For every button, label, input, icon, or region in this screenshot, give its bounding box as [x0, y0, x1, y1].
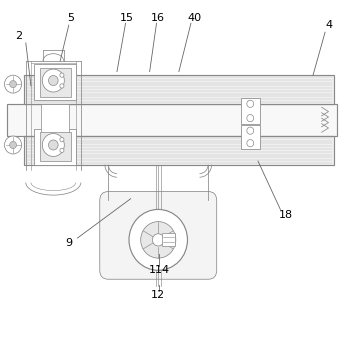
Circle shape: [4, 75, 22, 93]
Bar: [241, 125, 260, 149]
Circle shape: [49, 140, 58, 150]
Bar: [41, 104, 69, 136]
Circle shape: [247, 140, 254, 147]
Bar: [24, 75, 334, 104]
Bar: [162, 233, 175, 246]
Circle shape: [141, 222, 176, 258]
Bar: [40, 132, 71, 161]
Circle shape: [10, 81, 17, 88]
Text: 18: 18: [278, 210, 293, 220]
Text: 4: 4: [325, 20, 332, 30]
Circle shape: [60, 148, 64, 153]
Text: 9: 9: [65, 238, 72, 248]
Circle shape: [247, 100, 254, 107]
Text: 15: 15: [120, 13, 134, 23]
Text: 40: 40: [187, 13, 202, 23]
Circle shape: [247, 115, 254, 122]
Circle shape: [247, 127, 254, 134]
Text: 2: 2: [15, 31, 22, 41]
Circle shape: [42, 69, 64, 92]
Circle shape: [10, 141, 17, 149]
Text: 5: 5: [67, 13, 74, 23]
FancyBboxPatch shape: [100, 192, 217, 279]
Bar: [34, 129, 76, 165]
Text: 16: 16: [151, 13, 165, 23]
Circle shape: [49, 76, 58, 86]
Circle shape: [60, 137, 64, 142]
Circle shape: [152, 234, 164, 246]
Bar: [24, 136, 334, 165]
Circle shape: [60, 84, 64, 88]
Bar: [7, 104, 337, 136]
Text: 114: 114: [148, 265, 170, 275]
Bar: [34, 64, 76, 100]
Bar: [40, 68, 71, 97]
Circle shape: [60, 73, 64, 77]
Circle shape: [4, 136, 22, 154]
Circle shape: [129, 209, 187, 270]
Bar: [241, 98, 260, 124]
Text: 12: 12: [151, 290, 165, 300]
Circle shape: [42, 134, 64, 156]
